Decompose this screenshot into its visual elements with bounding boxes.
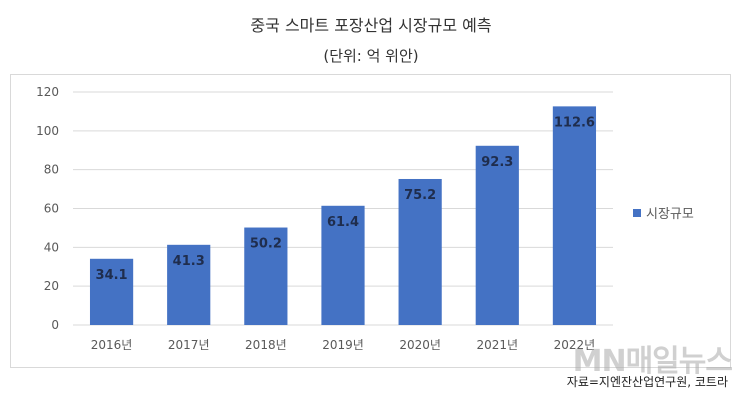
x-tick-label: 2017년 — [168, 338, 210, 352]
y-tick-label: 40 — [44, 240, 59, 254]
data-label: 75.2 — [404, 188, 436, 203]
y-tick-label: 20 — [44, 279, 59, 293]
bar — [89, 258, 134, 325]
legend-label: 시장규모 — [646, 207, 694, 222]
y-tick-label: 0 — [51, 318, 59, 332]
data-label: 61.4 — [327, 215, 359, 230]
x-tick-label: 2018년 — [245, 338, 287, 352]
y-tick-label: 120 — [36, 85, 59, 99]
legend: 시장규모 — [633, 207, 694, 222]
data-label: 34.1 — [96, 268, 128, 283]
x-tick-label: 2016년 — [91, 338, 133, 352]
legend-swatch — [633, 209, 641, 217]
y-tick-label: 60 — [44, 202, 59, 216]
bar — [398, 178, 442, 325]
x-tick-label: 2021년 — [476, 338, 518, 352]
y-axis-ticks: 0 20 40 60 80 100 120 — [36, 85, 59, 332]
data-label: 112.6 — [554, 115, 595, 130]
chart-title: 중국 스마트 포장산업 시장규모 예측 — [250, 16, 492, 35]
data-labels: 34.1 41.3 50.2 61.4 75.2 92.3 112.6 — [96, 115, 595, 282]
bar — [321, 205, 365, 325]
y-tick-label: 80 — [44, 163, 59, 177]
y-tick-label: 100 — [36, 124, 59, 138]
bar-chart: 0 20 40 60 80 100 120 34.1 41.3 50.2 61.4 75.2 92.3… — [36, 85, 694, 352]
bar — [475, 145, 519, 325]
x-tick-label: 2020년 — [399, 338, 441, 352]
bar — [552, 106, 597, 325]
data-label: 50.2 — [250, 237, 282, 252]
chart-subtitle: (단위: 억 위안) — [323, 47, 419, 65]
chart-area: 0 20 40 60 80 100 120 34.1 41.3 50.2 61.4 75.2 92.3… — [10, 74, 731, 368]
bars — [89, 106, 597, 325]
source-note: 자료=지엔잔산업연구원, 코트라 — [566, 375, 728, 389]
x-tick-label: 2019년 — [322, 338, 364, 352]
x-axis-ticks: 2016년 2017년 2018년 2019년 2020년 2021년 2022년 — [91, 338, 595, 352]
data-label: 41.3 — [173, 254, 205, 269]
bar — [244, 227, 288, 325]
bar — [167, 244, 211, 325]
watermark-logo: MN매일뉴스 — [572, 344, 733, 379]
x-tick-label: 2022년 — [554, 338, 596, 352]
data-label: 92.3 — [481, 155, 513, 170]
